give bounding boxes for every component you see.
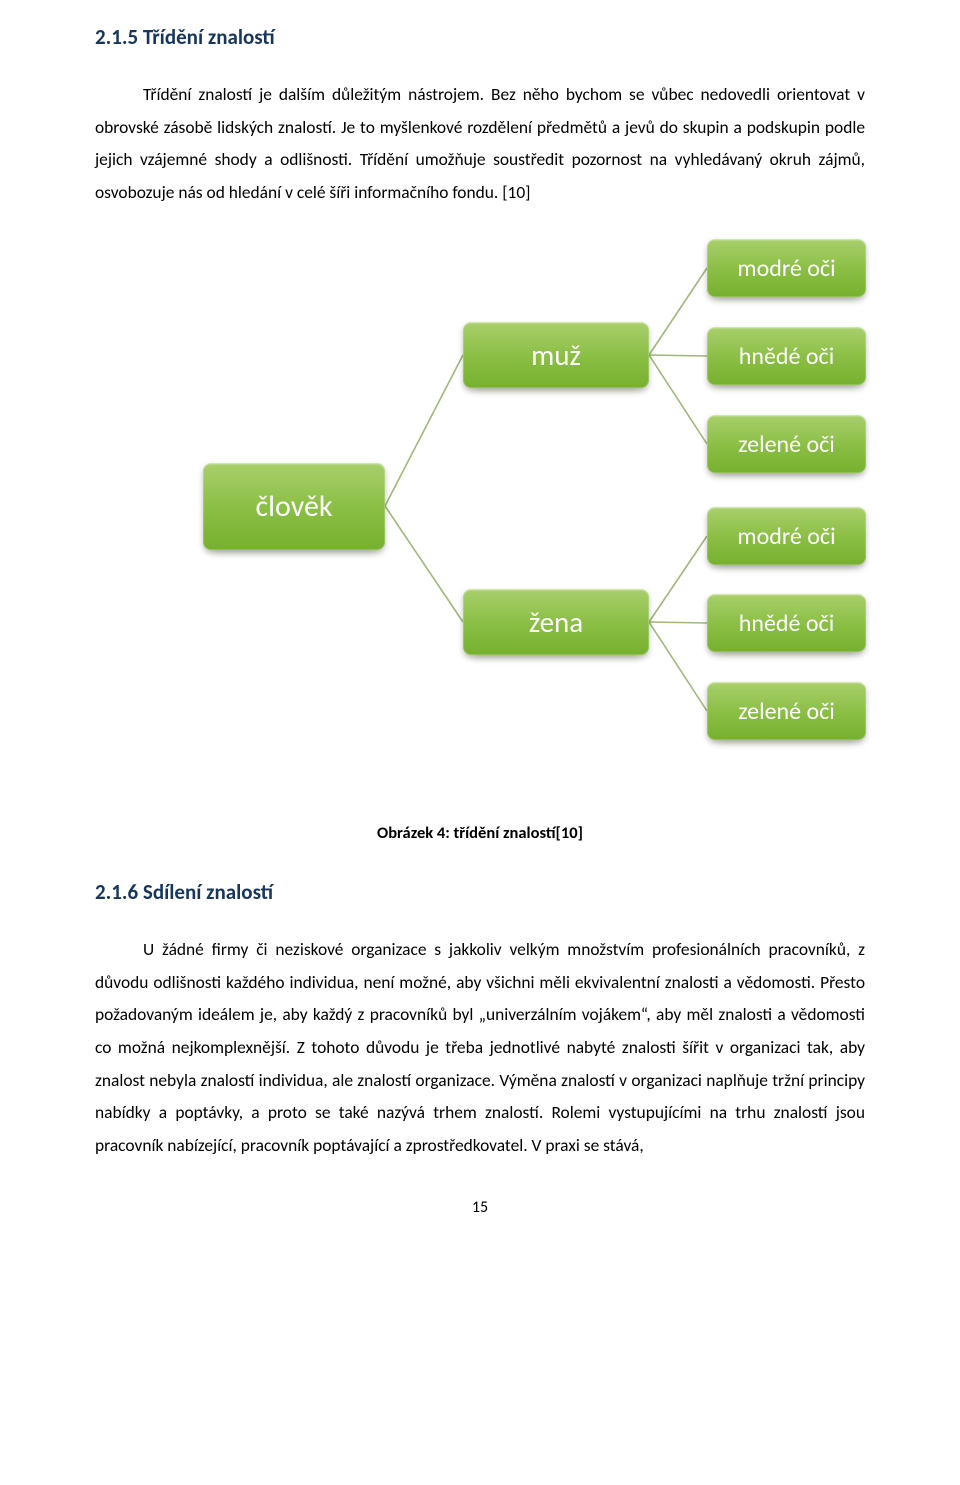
page-number: 15: [95, 1198, 865, 1217]
figure-caption: Obrázek 4: třídění znalostí[10]: [95, 823, 865, 843]
tree-node-muz: muž: [463, 322, 649, 388]
tree-leaf: zelené oči: [707, 682, 866, 740]
section-heading-2: 2.1.6 Sdílení znalostí: [95, 879, 865, 905]
section-2-paragraph: U žádné firmy či neziskové organizace s …: [95, 933, 865, 1162]
tree-leaf: zelené oči: [707, 415, 866, 473]
tree-node-zena: žena: [463, 589, 649, 655]
tree-leaf: modré oči: [707, 507, 866, 565]
classification-tree-diagram: člověk muž žena modré oči hnědé oči zele…: [95, 239, 865, 809]
tree-leaf: hnědé oči: [707, 594, 866, 652]
section-1-paragraph: Třídění znalostí je dalším důležitým nás…: [95, 78, 865, 209]
tree-leaf: hnědé oči: [707, 327, 866, 385]
tree-leaf: modré oči: [707, 239, 866, 297]
section-heading-1: 2.1.5 Třídění znalostí: [95, 24, 865, 50]
tree-node-root: člověk: [203, 463, 385, 550]
